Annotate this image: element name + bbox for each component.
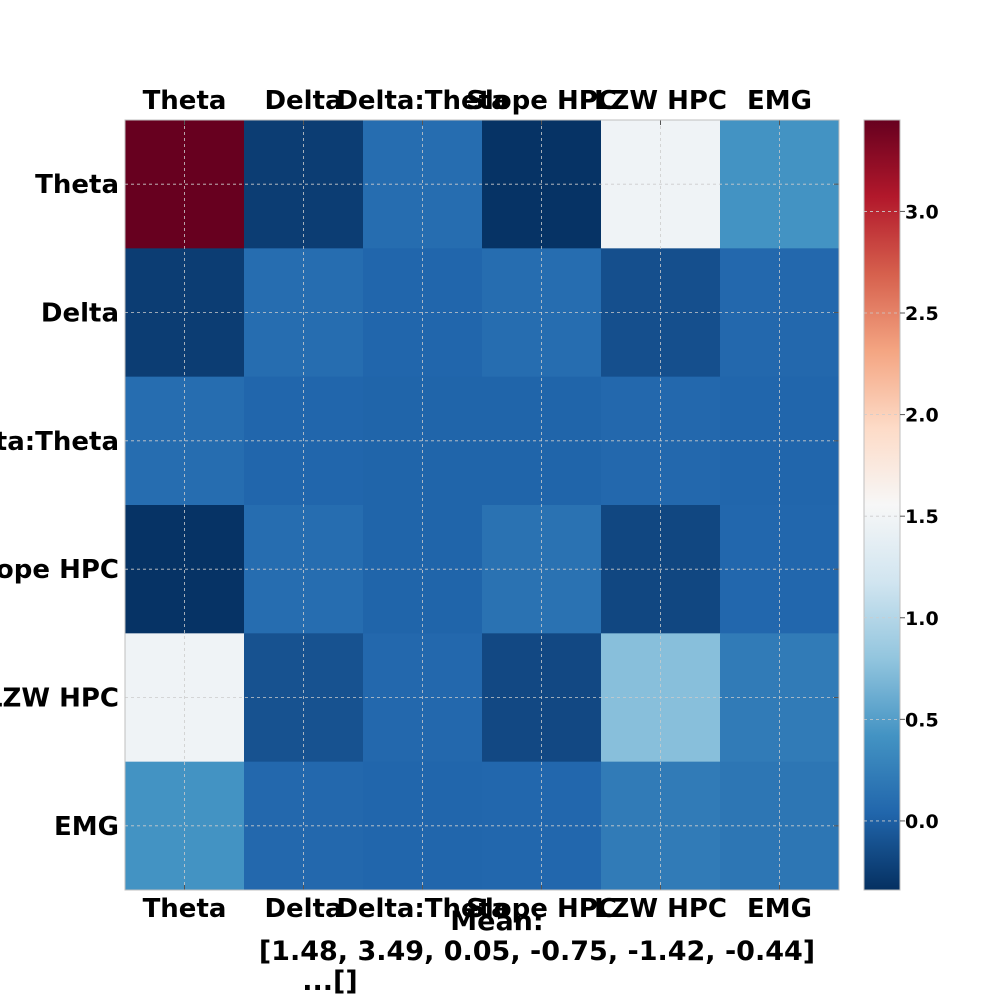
x-tick-label: Delta:Theta (336, 86, 508, 116)
caption-line: ...[] (302, 966, 357, 997)
y-tick-label: EMG (54, 812, 119, 842)
y-tick-label: Delta (41, 299, 119, 329)
y-tick-label: Slope HPC (0, 555, 119, 585)
heatmap-frame (124, 119, 840, 891)
x-tick-label: Slope HPC (466, 894, 617, 924)
x-tick-label: Delta:Theta (336, 894, 508, 924)
y-tick-labels: Theta Delta Delta:Theta Slope HPC LZW HPC EMG (0, 170, 119, 842)
x-tick-label: EMG (747, 86, 812, 116)
y-tick-label: Theta (35, 170, 119, 200)
caption: Mean:[1.48, 3.49, 0.05, -0.75, -1.42, -0… (259, 906, 815, 997)
colorbar-tick-label: 0.0 (905, 811, 939, 833)
colorbar-tick-label: 1.0 (905, 608, 939, 630)
heatmap-gridlines (125, 120, 839, 890)
x-tick-label: LZW HPC (594, 86, 727, 116)
x-tick-label: Theta (143, 86, 227, 116)
colorbar-tick-label: 2.5 (905, 303, 939, 325)
y-tick-label: LZW HPC (0, 684, 119, 714)
x-tick-label: Theta (143, 894, 227, 924)
colorbar-tick-label: 2.0 (905, 405, 939, 427)
colorbar-tick-label: 0.5 (905, 709, 939, 731)
caption-line: [1.48, 3.49, 0.05, -0.75, -1.42, -0.44] (259, 936, 815, 967)
x-tick-label: EMG (747, 894, 812, 924)
colorbar: 0.0 0.5 1.0 1.5 2.0 2.5 3.0 (863, 119, 939, 891)
colorbar-ticks: 0.0 0.5 1.0 1.5 2.0 2.5 3.0 (864, 201, 939, 833)
x-tick-label: Delta (264, 86, 342, 116)
x-tick-label: Delta (264, 894, 342, 924)
x-tick-label: Slope HPC (466, 86, 617, 116)
caption-line: Mean: (450, 906, 543, 937)
colorbar-gradient (863, 119, 901, 891)
colorbar-tick-label: 3.0 (905, 201, 939, 223)
colorbar-tick-label: 1.5 (905, 506, 939, 528)
y-tick-label: Delta:Theta (0, 427, 119, 457)
heatmap-cells (125, 120, 840, 891)
x-tick-label: LZW HPC (594, 894, 727, 924)
